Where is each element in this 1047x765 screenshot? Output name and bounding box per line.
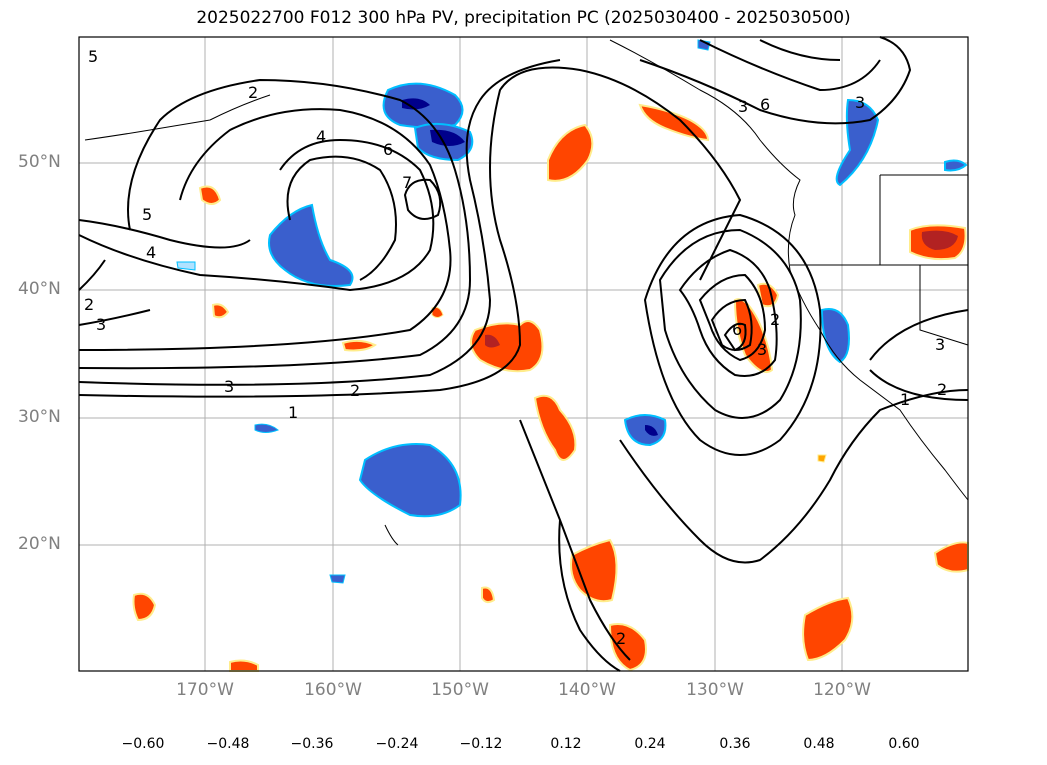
contour-label: 6 — [383, 140, 393, 159]
contour-label: 5 — [142, 205, 152, 224]
lat-label: 20°N — [18, 534, 61, 554]
contour-label: 2 — [770, 310, 780, 329]
contour-label: 2 — [616, 629, 626, 648]
colorbar-tick-label: −0.60 — [121, 736, 165, 752]
contour-label: 1 — [900, 390, 910, 409]
colorbar-tick-label: 0.24 — [634, 736, 666, 752]
contour-label: 2 — [937, 380, 947, 399]
contour-label: 7 — [402, 173, 412, 192]
contour-label: 5 — [88, 47, 98, 66]
contour-label: 2 — [84, 295, 94, 314]
contour-label: 3 — [855, 93, 865, 112]
colorbar-tick-label: −0.12 — [459, 736, 503, 752]
lat-label: 40°N — [18, 279, 61, 299]
positive-precip-areas — [132, 103, 969, 672]
map-panel: 5 2 4 6 7 5 4 2 3 3 2 1 2 3 6 6 3 2 1 2 … — [78, 36, 969, 672]
map-title: 2025022700 F012 300 hPa PV, precipitatio… — [196, 8, 851, 28]
colorbar-tick-label: 0.12 — [550, 736, 582, 752]
contour-label: 2 — [350, 381, 360, 400]
lon-label: 160°W — [304, 680, 362, 700]
contour-label: 3 — [757, 340, 767, 359]
contour-label: 2 — [248, 83, 258, 102]
pv-contours — [78, 36, 969, 672]
lat-label: 50°N — [18, 152, 61, 172]
lon-label: 170°W — [176, 680, 234, 700]
colorbar-tick-label: −0.48 — [206, 736, 250, 752]
lat-label: 30°N — [18, 407, 61, 427]
contour-labels: 5 2 4 6 7 5 4 2 3 3 2 1 2 3 6 6 3 2 1 2 … — [84, 47, 947, 648]
contour-label: 4 — [146, 243, 156, 262]
colorbar-tick-label: 0.48 — [803, 736, 835, 752]
map-frame — [78, 36, 969, 672]
contour-label: 6 — [760, 95, 770, 114]
contour-label: 3 — [96, 315, 106, 334]
contour-label: 3 — [738, 97, 748, 116]
colorbar-tick-label: 0.36 — [719, 736, 751, 752]
lon-label: 140°W — [558, 680, 616, 700]
lon-label: 150°W — [431, 680, 489, 700]
contour-label: 6 — [732, 320, 742, 339]
contour-label: 3 — [224, 377, 234, 396]
lon-label: 130°W — [686, 680, 744, 700]
contour-label: 1 — [288, 403, 298, 422]
colorbar-tick-label: −0.36 — [290, 736, 334, 752]
contour-label: 4 — [316, 127, 326, 146]
lon-label: 120°W — [813, 680, 871, 700]
colorbar-tick-label: −0.24 — [375, 736, 419, 752]
colorbar-tick-label: 0.60 — [888, 736, 920, 752]
negative-precip-areas — [176, 39, 968, 584]
contour-label: 3 — [935, 335, 945, 354]
